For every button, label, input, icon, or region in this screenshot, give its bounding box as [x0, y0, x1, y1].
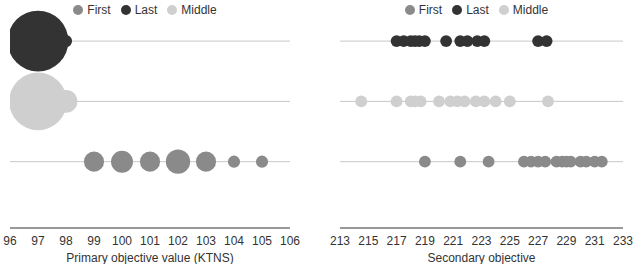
html-text:First: First	[418, 3, 443, 17]
svg-text:99: 99	[87, 234, 101, 248]
html-text:Middle: Middle	[512, 3, 549, 17]
svg-text:98: 98	[59, 234, 73, 248]
svg-text:100: 100	[112, 234, 132, 248]
svg-text:103: 103	[196, 234, 216, 248]
svg-text:233: 233	[613, 234, 632, 248]
svg-text:96: 96	[8, 234, 17, 248]
svg-text:213: 213	[330, 234, 350, 248]
svg-text:101: 101	[140, 234, 160, 248]
html-text:Last: Last	[134, 3, 158, 17]
svg-text:217: 217	[387, 234, 407, 248]
svg-text:Primary objective value (KTNS): Primary objective value (KTNS)	[66, 251, 233, 264]
svg-text:102: 102	[168, 234, 188, 248]
svg-text:Secondary objective: Secondary objective	[427, 251, 535, 264]
svg-text:97: 97	[31, 234, 45, 248]
svg-text:231: 231	[585, 234, 605, 248]
svg-text:105: 105	[252, 234, 272, 248]
html-text:Last: Last	[466, 3, 489, 17]
svg-text:225: 225	[500, 234, 520, 248]
svg-text:223: 223	[471, 234, 491, 248]
html-text:Middle: Middle	[181, 3, 217, 17]
svg-text:215: 215	[358, 234, 378, 248]
svg-text:221: 221	[443, 234, 463, 248]
svg-text:229: 229	[556, 234, 576, 248]
svg-text:219: 219	[415, 234, 435, 248]
html-text:First: First	[87, 3, 111, 17]
svg-text:104: 104	[224, 234, 244, 248]
svg-text:106: 106	[280, 234, 300, 248]
svg-text:227: 227	[528, 234, 548, 248]
